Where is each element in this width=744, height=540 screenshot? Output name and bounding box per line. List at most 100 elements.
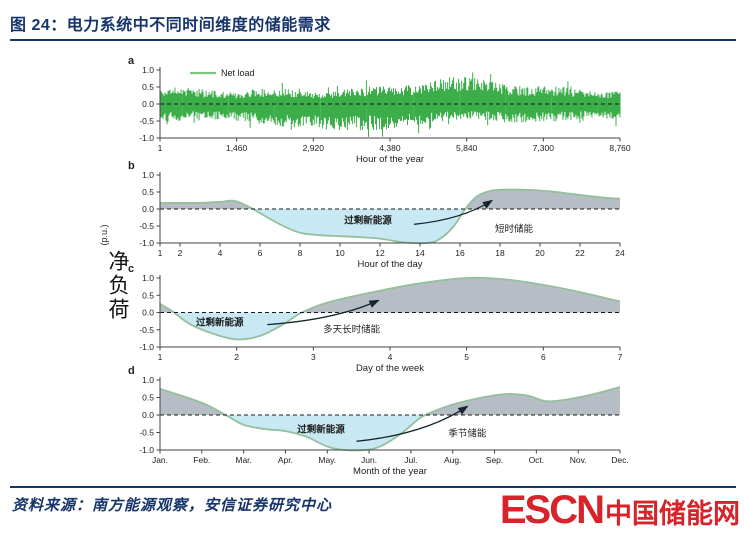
panel-c: 1.0 0.5 0.0 -0.5 -1.0 1 2 3 4 5 6 7 Day of the week c… bbox=[128, 263, 623, 374]
x-tick-label: 20 bbox=[535, 248, 545, 258]
y-tick-label: 0.5 bbox=[142, 393, 154, 403]
y-tick-label: -1.0 bbox=[139, 238, 154, 248]
x-tick-label: Jan. bbox=[152, 455, 168, 465]
x-tick-label: 24 bbox=[615, 248, 625, 258]
x-tick-label: 8 bbox=[298, 248, 303, 258]
x-tick-label: Sep. bbox=[486, 455, 504, 465]
legend-net-load-label: Net load bbox=[221, 68, 255, 78]
x-tick-label: 1 bbox=[158, 248, 163, 258]
footer-divider bbox=[10, 486, 736, 488]
y-tick-label: 0.0 bbox=[142, 410, 154, 420]
x-tick-label: Nov. bbox=[570, 455, 587, 465]
x-tick-label: 8,760 bbox=[609, 143, 631, 153]
x-axis-title: Hour of the year bbox=[356, 154, 424, 165]
x-tick-label: May. bbox=[318, 455, 336, 465]
x-tick-label: 1 bbox=[158, 143, 163, 153]
storage-demand-chart: 1.0 0.5 0.0 -0.5 -1.0 1 1,460 2,920 4,380 5,840 7,… bbox=[128, 55, 631, 477]
storage-fill-above-zero bbox=[160, 387, 620, 415]
x-tick-label: 7 bbox=[618, 352, 623, 362]
y-tick-label: -1.0 bbox=[139, 342, 154, 352]
x-tick-label: 5 bbox=[464, 352, 469, 362]
storage-fill-above-zero bbox=[160, 277, 620, 313]
y-tick-label: -0.5 bbox=[139, 428, 154, 438]
x-tick-label: 10 bbox=[335, 248, 345, 258]
y-tick-label: 1.0 bbox=[142, 170, 154, 180]
x-tick-label: 1 bbox=[158, 352, 163, 362]
x-axis-title: Hour of the day bbox=[358, 259, 423, 270]
x-tick-label: Jun. bbox=[361, 455, 377, 465]
x-tick-label: 16 bbox=[455, 248, 465, 258]
surplus-fill-below-zero bbox=[160, 312, 620, 340]
annotation-arrow bbox=[356, 405, 469, 442]
y-axis-label: 净负荷 bbox=[106, 250, 129, 322]
header-divider bbox=[10, 39, 736, 41]
panel-a: 1.0 0.5 0.0 -0.5 -1.0 1 1,460 2,920 4,380 5,840 7,… bbox=[128, 55, 631, 165]
net-load-curve bbox=[159, 386, 621, 452]
x-tick-label: 2,920 bbox=[303, 143, 325, 153]
surplus-renewables-label: 过剩新能源 bbox=[297, 424, 345, 436]
panel-letter: b bbox=[128, 160, 135, 172]
annotation-arrow bbox=[267, 299, 380, 326]
panel-letter: c bbox=[128, 263, 134, 275]
y-tick-label: 0.0 bbox=[142, 308, 154, 318]
x-tick-label: 22 bbox=[575, 248, 585, 258]
surplus-fill-below-zero bbox=[160, 415, 620, 451]
y-tick-label: 0.5 bbox=[142, 82, 154, 92]
surplus-renewables-label: 过剩新能源 bbox=[344, 214, 392, 226]
net-load-curve bbox=[159, 276, 621, 341]
x-tick-label: 2 bbox=[234, 352, 239, 362]
y-tick-label: -0.5 bbox=[139, 221, 154, 231]
x-tick-label: Apr. bbox=[278, 455, 293, 465]
x-tick-label: 1,460 bbox=[226, 143, 248, 153]
surplus-fill-below-zero bbox=[160, 209, 620, 244]
x-tick-label: 4 bbox=[388, 352, 393, 362]
x-tick-label: 18 bbox=[495, 248, 505, 258]
y-tick-label: 1.0 bbox=[142, 273, 154, 283]
x-tick-label: Mar. bbox=[235, 455, 252, 465]
y-tick-label: 0.0 bbox=[142, 204, 154, 214]
figure-area: 1.0 0.5 0.0 -0.5 -1.0 1 1,460 2,920 4,380 5,840 7,… bbox=[90, 48, 635, 480]
x-tick-label: 6 bbox=[258, 248, 263, 258]
x-tick-label: Aug. bbox=[444, 455, 462, 465]
y-tick-label: -0.5 bbox=[139, 116, 154, 126]
y-tick-label: 0.0 bbox=[142, 99, 154, 109]
y-axis-unit-label: (p.u.) bbox=[99, 224, 109, 246]
x-tick-label: 5,840 bbox=[456, 143, 478, 153]
x-axis-title: Month of the year bbox=[353, 466, 427, 477]
x-tick-label: Jul. bbox=[404, 455, 417, 465]
storage-type-label: 季节储能 bbox=[448, 428, 487, 440]
panel-b: 1.00.50.0-0.5-1.01 2 4 6 8 10 12 14 16 18 20 22 24Ho… bbox=[128, 160, 625, 270]
escn-logo: ESCN 中国储能网 bbox=[500, 488, 740, 533]
x-tick-label: Dec. bbox=[611, 455, 628, 465]
x-axis-title: Day of the week bbox=[356, 363, 424, 374]
x-tick-label: 14 bbox=[415, 248, 425, 258]
x-tick-label: 4,380 bbox=[379, 143, 401, 153]
x-tick-label: Oct. bbox=[529, 455, 545, 465]
x-tick-label: 2 bbox=[178, 248, 183, 258]
net-load-noise-series bbox=[159, 72, 621, 137]
source-note: 资料来源：南方能源观察，安信证券研究中心 bbox=[12, 498, 333, 514]
logo-latin-text: ESCN bbox=[499, 488, 605, 532]
x-tick-label: 7,300 bbox=[533, 143, 555, 153]
y-tick-label: -1.0 bbox=[139, 445, 154, 455]
y-tick-label: 0.5 bbox=[142, 290, 154, 300]
y-tick-label: -0.5 bbox=[139, 325, 154, 335]
x-tick-label: 12 bbox=[375, 248, 385, 258]
storage-fill-above-zero bbox=[160, 189, 620, 209]
logo-chinese-text: 中国储能网 bbox=[605, 499, 740, 529]
y-tick-label: 1.0 bbox=[142, 65, 154, 75]
annotation-arrow bbox=[413, 199, 494, 225]
y-tick-label: -1.0 bbox=[139, 133, 154, 143]
y-tick-label: 0.5 bbox=[142, 187, 154, 197]
x-tick-label: Feb. bbox=[193, 455, 210, 465]
storage-type-label: 短时储能 bbox=[495, 223, 534, 235]
x-tick-label: 4 bbox=[218, 248, 223, 258]
storage-type-label: 多天长时储能 bbox=[323, 324, 381, 336]
x-tick-label: 3 bbox=[311, 352, 316, 362]
panel-letter: d bbox=[128, 365, 135, 377]
panel-letter: a bbox=[128, 55, 135, 67]
y-tick-label: 1.0 bbox=[142, 375, 154, 385]
figure-title: 图 24：电力系统中不同时间维度的储能需求 bbox=[10, 17, 331, 34]
